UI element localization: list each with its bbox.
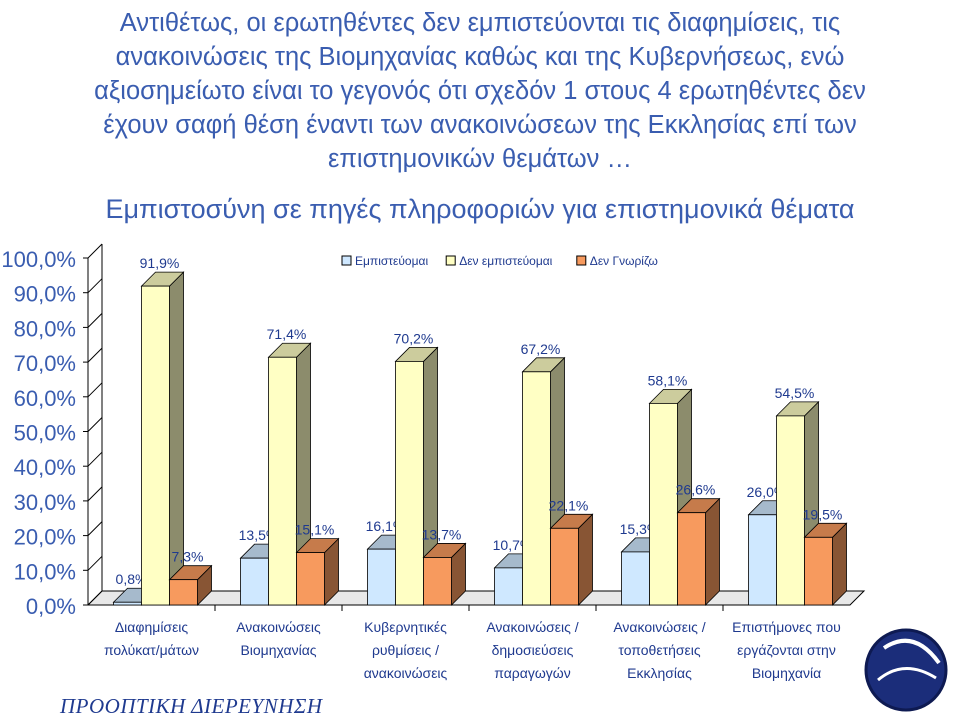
data-label: 58,1% [648, 372, 688, 388]
data-label: 13,7% [422, 526, 462, 542]
bar [621, 551, 650, 606]
x-tick-label: Εκκλησίας [627, 665, 692, 681]
bar [240, 557, 269, 606]
bar [268, 356, 297, 606]
data-label: 7,3% [172, 549, 204, 565]
y-tick-label: 20,0% [14, 525, 76, 550]
bar [522, 371, 551, 606]
data-label: 70,2% [394, 330, 434, 346]
y-tick-label: 90,0% [14, 282, 76, 307]
bar [169, 579, 198, 606]
y-tick-label: 40,0% [14, 455, 76, 480]
headline-line: επιστημονικών θεμάτων … [327, 145, 633, 173]
data-label: 19,5% [803, 506, 843, 522]
legend-label: Εμπιστεύομαι [355, 254, 428, 268]
brand-logo [844, 618, 954, 718]
data-label: 71,4% [267, 326, 307, 342]
headline-line: ανακοινώσεις της Βιομηχανίας καθώς και τ… [115, 43, 845, 71]
y-tick-label: 60,0% [14, 386, 76, 411]
y-tick-depth [87, 521, 103, 536]
y-tick-depth [87, 451, 103, 467]
headline-line: αξιοσημείωτο είναι το γεγονός ότι σχεδόν… [94, 77, 866, 105]
legend-swatch [341, 255, 352, 266]
y-tick-depth [87, 590, 103, 606]
data-label: 91,9% [140, 255, 180, 271]
y-tick-label: 70,0% [14, 351, 76, 376]
data-label: 22,1% [549, 497, 589, 513]
bar [141, 285, 170, 606]
legend-swatch [445, 255, 456, 266]
x-tick-label: εργάζονται στην [737, 642, 836, 658]
x-tick-label: Βιομηχανίας [240, 642, 316, 658]
x-tick-label: ρυθμίσεις / [372, 642, 439, 658]
bar [113, 601, 142, 606]
bar [776, 415, 805, 606]
bar [748, 514, 777, 606]
x-tick-label: τοποθετήσεις [618, 642, 701, 658]
x-tick-label: Επιστήμονες που [732, 619, 841, 635]
x-tick-label: δημοσιεύσεις [492, 642, 574, 658]
legend-label: Δεν Γνωρίζω [590, 254, 658, 268]
y-tick-label: 30,0% [14, 490, 76, 515]
bar [677, 512, 706, 606]
bar [296, 552, 325, 606]
y-tick-label: 0,0% [26, 594, 76, 619]
footer-brand: ΠΡΟΟΠΤΙΚΗ ΔΙΕΡΕΥΝΗΣΗ [60, 694, 323, 718]
y-tick-depth [87, 382, 103, 398]
headline-line: Αντιθέτως, οι ερωτηθέντες δεν εμπιστεύον… [119, 9, 841, 37]
data-label: 0,8% [116, 571, 148, 587]
bar-side [705, 497, 720, 606]
x-tick-label: Ανακοινώσεις [236, 619, 321, 635]
y-tick-depth [87, 278, 103, 294]
y-tick-label: 100,0% [1, 247, 76, 272]
data-label: 67,2% [521, 341, 561, 357]
x-tick-label: Διαφημίσεις [115, 619, 189, 635]
bar [395, 361, 424, 606]
y-tick-depth [87, 486, 103, 502]
legend-swatch [576, 255, 587, 266]
x-tick-label: ανακοινώσεις [364, 665, 448, 681]
x-tick-label: Ανακοινώσεις / [613, 619, 705, 635]
bar [494, 567, 523, 606]
headline-line: έχουν σαφή θέση έναντι των ανακοινώσεων … [103, 111, 857, 139]
y-tick-label: 50,0% [14, 421, 76, 446]
legend-label: Δεν εμπιστεύομαι [459, 254, 552, 268]
chart-title: Εμπιστοσύνη σε πηγές πληροφοριών για επι… [105, 194, 855, 224]
bar-side [578, 513, 593, 606]
data-label: 54,5% [775, 385, 815, 401]
x-tick-label: πολύκατ/μάτων [104, 642, 199, 658]
bar [423, 557, 452, 606]
data-label: 26,6% [676, 482, 716, 498]
y-tick-depth [87, 313, 103, 328]
x-tick-label: παραγωγών [494, 665, 570, 681]
y-tick-label: 80,0% [14, 316, 76, 341]
bar [367, 548, 396, 606]
y-tick-depth [87, 555, 103, 571]
logo-icon [864, 628, 948, 712]
slide-headline: Αντιθέτως, οι ερωτηθέντες δεν εμπιστεύον… [20, 6, 940, 176]
bar [804, 536, 833, 606]
y-tick-depth [87, 347, 103, 363]
bar [550, 527, 579, 606]
y-tick-depth [87, 243, 103, 259]
x-tick-label: Βιομηχανία [752, 665, 821, 681]
x-tick-label: Ανακοινώσεις / [486, 619, 578, 635]
bar [649, 402, 678, 606]
x-tick-label: Κυβερνητικές [364, 619, 447, 635]
y-tick-depth [87, 417, 103, 432]
y-tick-label: 10,0% [14, 559, 76, 584]
data-label: 15,1% [295, 522, 335, 538]
